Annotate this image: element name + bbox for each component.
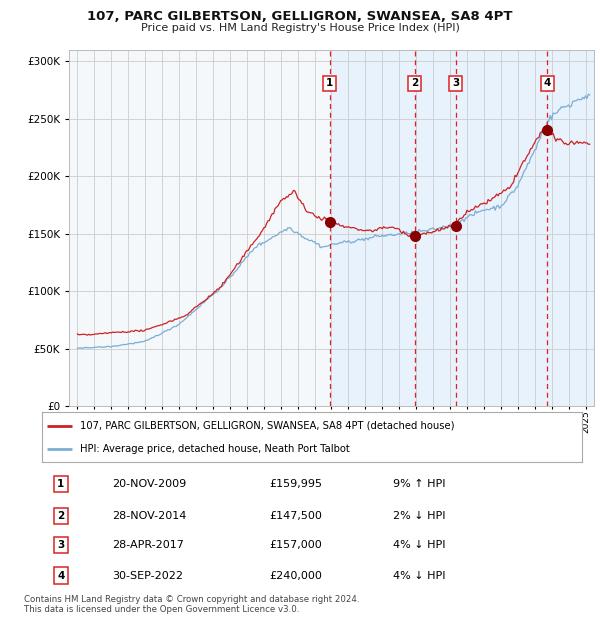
Text: 2: 2 xyxy=(57,511,65,521)
Text: 107, PARC GILBERTSON, GELLIGRON, SWANSEA, SA8 4PT: 107, PARC GILBERTSON, GELLIGRON, SWANSEA… xyxy=(87,10,513,23)
Text: 4% ↓ HPI: 4% ↓ HPI xyxy=(393,570,445,580)
Text: 28-APR-2017: 28-APR-2017 xyxy=(112,540,184,550)
Text: 4: 4 xyxy=(57,570,65,580)
Text: 3: 3 xyxy=(57,540,65,550)
Bar xyxy=(329,50,594,406)
Text: £157,000: £157,000 xyxy=(269,540,322,550)
Text: 3: 3 xyxy=(452,79,459,89)
Text: £240,000: £240,000 xyxy=(269,570,322,580)
Text: £147,500: £147,500 xyxy=(269,511,322,521)
Text: 107, PARC GILBERTSON, GELLIGRON, SWANSEA, SA8 4PT (detached house): 107, PARC GILBERTSON, GELLIGRON, SWANSEA… xyxy=(80,421,454,431)
Text: 20-NOV-2009: 20-NOV-2009 xyxy=(112,479,187,489)
Text: 30-SEP-2022: 30-SEP-2022 xyxy=(112,570,183,580)
Text: £159,995: £159,995 xyxy=(269,479,322,489)
Text: 1: 1 xyxy=(326,79,333,89)
Text: HPI: Average price, detached house, Neath Port Talbot: HPI: Average price, detached house, Neat… xyxy=(80,443,350,453)
Text: 4% ↓ HPI: 4% ↓ HPI xyxy=(393,540,445,550)
Text: 1: 1 xyxy=(57,479,65,489)
Text: 4: 4 xyxy=(544,79,551,89)
Text: 9% ↑ HPI: 9% ↑ HPI xyxy=(393,479,445,489)
Text: Contains HM Land Registry data © Crown copyright and database right 2024.: Contains HM Land Registry data © Crown c… xyxy=(24,595,359,604)
Text: This data is licensed under the Open Government Licence v3.0.: This data is licensed under the Open Gov… xyxy=(24,605,299,614)
Text: Price paid vs. HM Land Registry's House Price Index (HPI): Price paid vs. HM Land Registry's House … xyxy=(140,23,460,33)
Text: 28-NOV-2014: 28-NOV-2014 xyxy=(112,511,187,521)
Text: 2% ↓ HPI: 2% ↓ HPI xyxy=(393,511,445,521)
Text: 2: 2 xyxy=(411,79,418,89)
